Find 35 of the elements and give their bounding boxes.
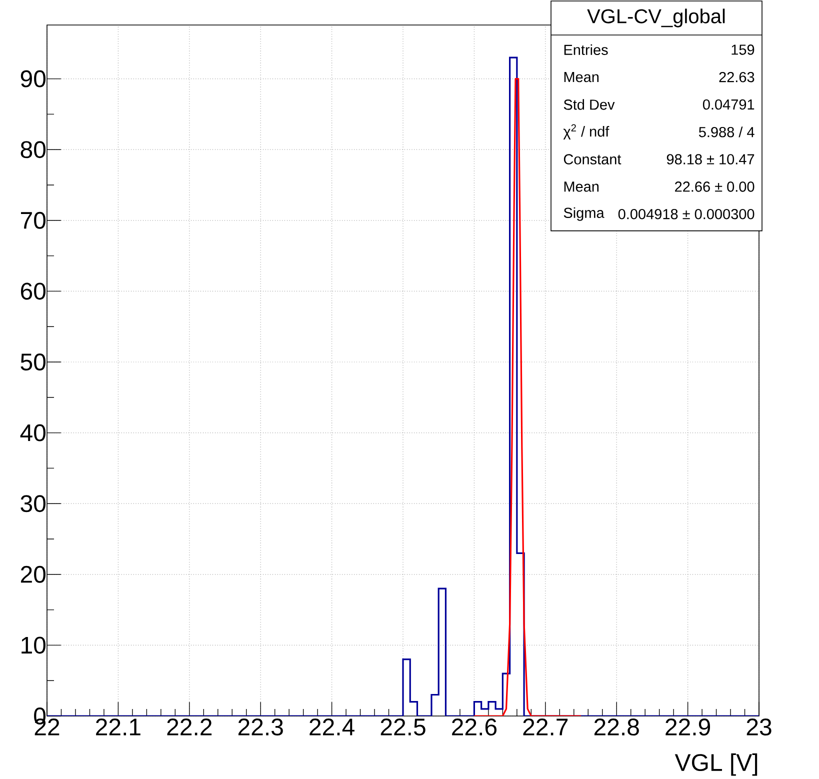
annotation: 0.004918 ± 0.000300 bbox=[618, 208, 754, 220]
y-tick-label: 70 bbox=[20, 212, 46, 229]
y-tick-label: 90 bbox=[20, 70, 46, 88]
x-tick-label: 22.5 bbox=[380, 718, 426, 736]
y-tick-label: 40 bbox=[20, 424, 46, 442]
annotation: Mean bbox=[564, 72, 599, 82]
x-tick-label: 23 bbox=[746, 718, 772, 736]
y-tick-label: 80 bbox=[20, 141, 46, 158]
annotation: VGL-CV_global bbox=[587, 8, 725, 28]
annotation: χ$^{2}$ / ndf bbox=[563, 124, 610, 140]
y-tick-label: 30 bbox=[20, 495, 46, 512]
annotation: Mean bbox=[564, 182, 599, 192]
x-tick-label: 22.6 bbox=[452, 718, 497, 736]
annotation: Std Dev bbox=[564, 99, 615, 110]
annotation: 5.988 / 4 bbox=[698, 126, 754, 138]
x-axis-title: VGL [V] bbox=[674, 753, 758, 776]
x-tick-label: 22.4 bbox=[310, 718, 354, 736]
y-tick-label: 60 bbox=[20, 282, 46, 300]
annotation: Entries bbox=[564, 44, 608, 56]
annotation: Sigma bbox=[564, 207, 604, 221]
annotation: 22.63 bbox=[719, 72, 754, 82]
y-tick-label: 20 bbox=[20, 566, 46, 583]
x-tick-label: 22.1 bbox=[96, 718, 140, 736]
y-tick-label: 50 bbox=[20, 354, 46, 370]
x-tick-label: 22.2 bbox=[167, 718, 212, 736]
x-tick-label: 22.8 bbox=[594, 718, 639, 736]
x-tick-label: 22.3 bbox=[238, 718, 283, 736]
annotation: 159 bbox=[732, 44, 754, 55]
annotation: Constant bbox=[564, 154, 622, 164]
annotation: 22.66 ± 0.00 bbox=[675, 182, 754, 192]
annotation: 0.04791 bbox=[702, 99, 754, 110]
x-tick-label: 22.7 bbox=[523, 718, 568, 736]
y-tick-label: 10 bbox=[22, 636, 46, 654]
annotation: 98.18 ± 10.47 bbox=[666, 154, 754, 164]
x-tick-label: 22.9 bbox=[666, 718, 710, 736]
